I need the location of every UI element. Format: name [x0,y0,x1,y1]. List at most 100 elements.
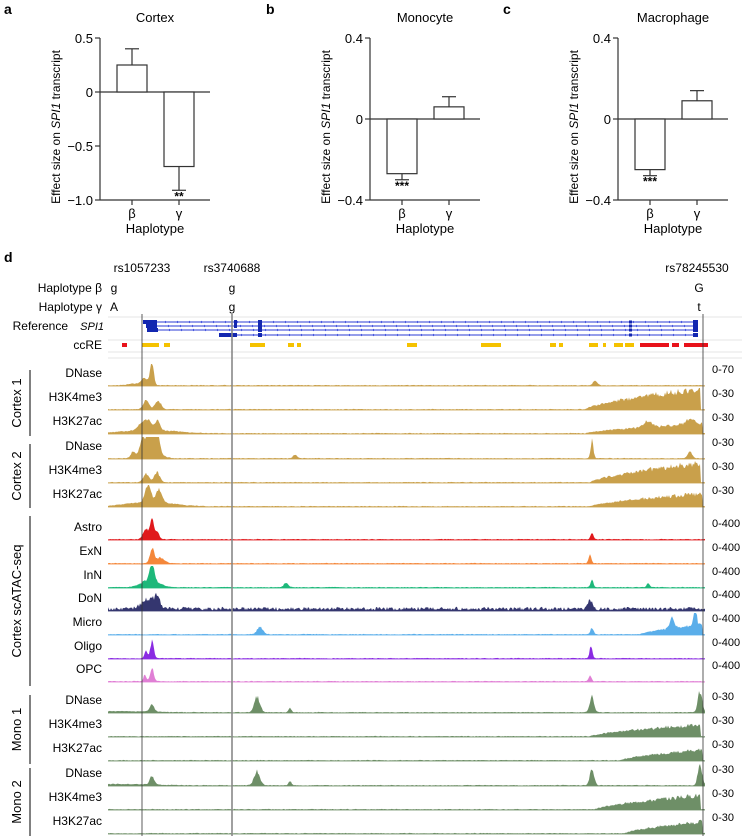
strand-arrow [620,320,624,324]
bar-0 [634,118,666,171]
track-range: 0-400 [712,637,740,649]
track-label: H3K4me3 [49,790,103,804]
bar-0 [386,118,418,175]
strand-arrow [671,324,675,328]
track-h3k4me3: H3K4me3 0-30 [49,461,734,484]
genome-browser: rs1057233gArs3740688ggrs78245530GtHaplot… [9,261,742,836]
track-range: 0-30 [712,788,734,800]
track-range: 0-400 [712,518,740,530]
strand-arrow [456,333,460,337]
strand-arrow [572,320,576,324]
signal [108,819,705,834]
signal [108,547,705,564]
track-range: 0-30 [712,437,734,449]
strand-arrow [264,333,268,337]
panel-label-c: c [503,1,511,17]
strand-arrow [296,320,300,324]
exon [629,320,632,324]
signal [108,613,705,635]
strand-arrow [320,320,324,324]
exon [629,333,632,337]
x-tick-label: γ [694,206,701,221]
strand-arrow [600,328,604,332]
strand-arrow [384,328,388,332]
strand-arrow [636,333,640,337]
track-range: 0-30 [712,412,734,424]
signal [108,668,705,682]
y-tick-label: 0.4 [345,31,363,46]
y-tick-label: 0.5 [75,31,93,46]
exon [258,324,262,328]
snp-id: rs3740688 [204,261,261,275]
strand-arrow [660,328,664,332]
y-axis-label: Effect size on SPI1 transcript [49,49,63,204]
strand-arrow [684,333,688,337]
strand-arrow [683,324,687,328]
strand-arrow [540,333,544,337]
strand-arrow [272,320,276,324]
y-label-pre: Effect size on [319,129,333,204]
strand-arrow [276,328,280,332]
ccre-element [297,343,301,347]
exon [146,324,157,328]
strand-arrow [444,328,448,332]
snp-gamma-allele: g [229,300,236,314]
ccre-element [625,343,634,347]
strand-arrow [596,320,600,324]
track-dnase: DNase 0-70 [65,364,734,387]
exon [234,320,237,324]
strand-arrow [528,333,532,337]
strand-arrow [356,320,360,324]
strand-arrow [359,324,363,328]
strand-arrow [216,328,220,332]
strand-arrow [588,328,592,332]
strand-arrow [432,328,436,332]
signal [108,639,705,659]
strand-arrow [647,324,651,328]
track-label: DNase [65,766,102,780]
strand-arrow [395,324,399,328]
strand-arrow [528,328,532,332]
strand-arrow [236,320,240,324]
snp-beta-allele: G [694,281,703,295]
strand-arrow [300,333,304,337]
ccre-element [550,343,556,347]
group-label: Mono 2 [9,780,24,823]
strand-arrow [336,328,340,332]
y-label-post: transcript [49,49,63,102]
track-range: 0-30 [712,691,734,703]
strand-arrow [612,328,616,332]
snp-beta-allele: g [111,281,118,295]
track-label: ExN [79,544,102,558]
strand-arrow [311,324,315,328]
ccre-element [672,343,679,347]
strand-arrow [192,328,196,332]
strand-arrow [200,320,204,324]
y-tick-label: −1.0 [67,193,93,208]
track-label: H3K27ac [53,414,102,428]
strand-arrow [492,333,496,337]
track-range: 0-70 [712,364,734,376]
strand-arrow [468,328,472,332]
strand-arrow [504,328,508,332]
track-dnase: DNase 0-30 [65,764,734,787]
track-micro: Micro 0-400 [73,613,740,636]
strand-arrow [584,320,588,324]
strand-arrow [440,320,444,324]
strand-arrow [348,333,352,337]
ccre-element [559,343,563,347]
chart-title: Macrophage [637,10,709,25]
significance-stars: *** [643,175,657,189]
strand-arrow [524,320,528,324]
strand-arrow [564,333,568,337]
strand-arrow [335,324,339,328]
strand-arrow [404,320,408,324]
track-exn: ExN 0-400 [79,542,740,565]
track-range: 0-400 [712,613,740,625]
snp-gamma-allele: t [697,300,701,314]
track-range: 0-400 [712,589,740,601]
exon [693,324,698,328]
strand-arrow [276,333,280,337]
track-label: H3K27ac [53,814,102,828]
track-label: DNase [65,366,102,380]
